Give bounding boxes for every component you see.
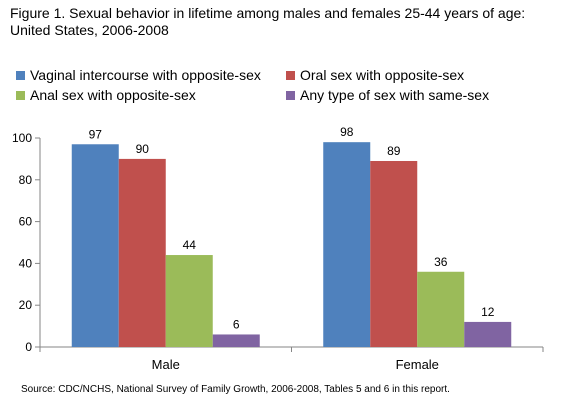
bar-female-series-1: [323, 142, 371, 347]
y-tick-label: 40: [19, 256, 33, 270]
data-label: 36: [434, 255, 448, 269]
legend-item-vaginal: Vaginal intercourse with opposite-sex: [16, 67, 261, 83]
bar-female-series-4: [464, 321, 512, 347]
y-tick-label: 0: [25, 340, 32, 354]
legend-swatch-same-sex: [286, 90, 295, 100]
legend-swatch-vaginal: [16, 70, 25, 80]
bar-female-series-3: [417, 271, 465, 347]
x-category-label: Male: [152, 357, 180, 372]
data-label: 6: [233, 317, 240, 331]
legend-item-oral: Oral sex with opposite-sex: [286, 67, 464, 83]
legend-item-same-sex: Any type of sex with same-sex: [286, 87, 489, 103]
data-label: 98: [340, 125, 354, 139]
chart-title-line-2: United States, 2006-2008: [10, 22, 169, 38]
y-tick-label: 80: [19, 173, 33, 187]
bar-male-series-3: [165, 255, 213, 347]
chart-title-line-1: Figure 1. Sexual behavior in lifetime am…: [10, 5, 526, 21]
bar-female-series-2: [370, 160, 418, 347]
legend-label-same-sex: Any type of sex with same-sex: [300, 87, 490, 103]
y-tick-label: 20: [19, 298, 33, 312]
x-category-label: Female: [396, 357, 439, 372]
y-tick-label: 100: [12, 131, 32, 145]
legend-swatch-oral: [286, 70, 295, 80]
bar-male-series-2: [118, 158, 166, 347]
chart-legend: Vaginal intercourse with opposite-sex Or…: [0, 0, 562, 110]
source-note: Source: CDC/NCHS, National Survey of Fam…: [21, 384, 450, 395]
legend-label-vaginal: Vaginal intercourse with opposite-sex: [30, 67, 261, 83]
data-label: 44: [183, 238, 197, 252]
legend-item-anal: Anal sex with opposite-sex: [16, 87, 196, 103]
bar-male-series-1: [71, 144, 119, 347]
data-label: 89: [387, 144, 401, 158]
data-label: 90: [136, 142, 150, 156]
chart-title: Figure 1. Sexual behavior in lifetime am…: [10, 5, 555, 39]
legend-label-oral: Oral sex with opposite-sex: [300, 67, 465, 83]
bar-male-series-4: [212, 334, 260, 347]
data-label: 12: [481, 305, 495, 319]
data-label: 97: [89, 127, 103, 141]
y-tick-label: 60: [19, 215, 33, 229]
legend-label-anal: Anal sex with opposite-sex: [30, 87, 196, 103]
legend-swatch-anal: [16, 90, 25, 100]
